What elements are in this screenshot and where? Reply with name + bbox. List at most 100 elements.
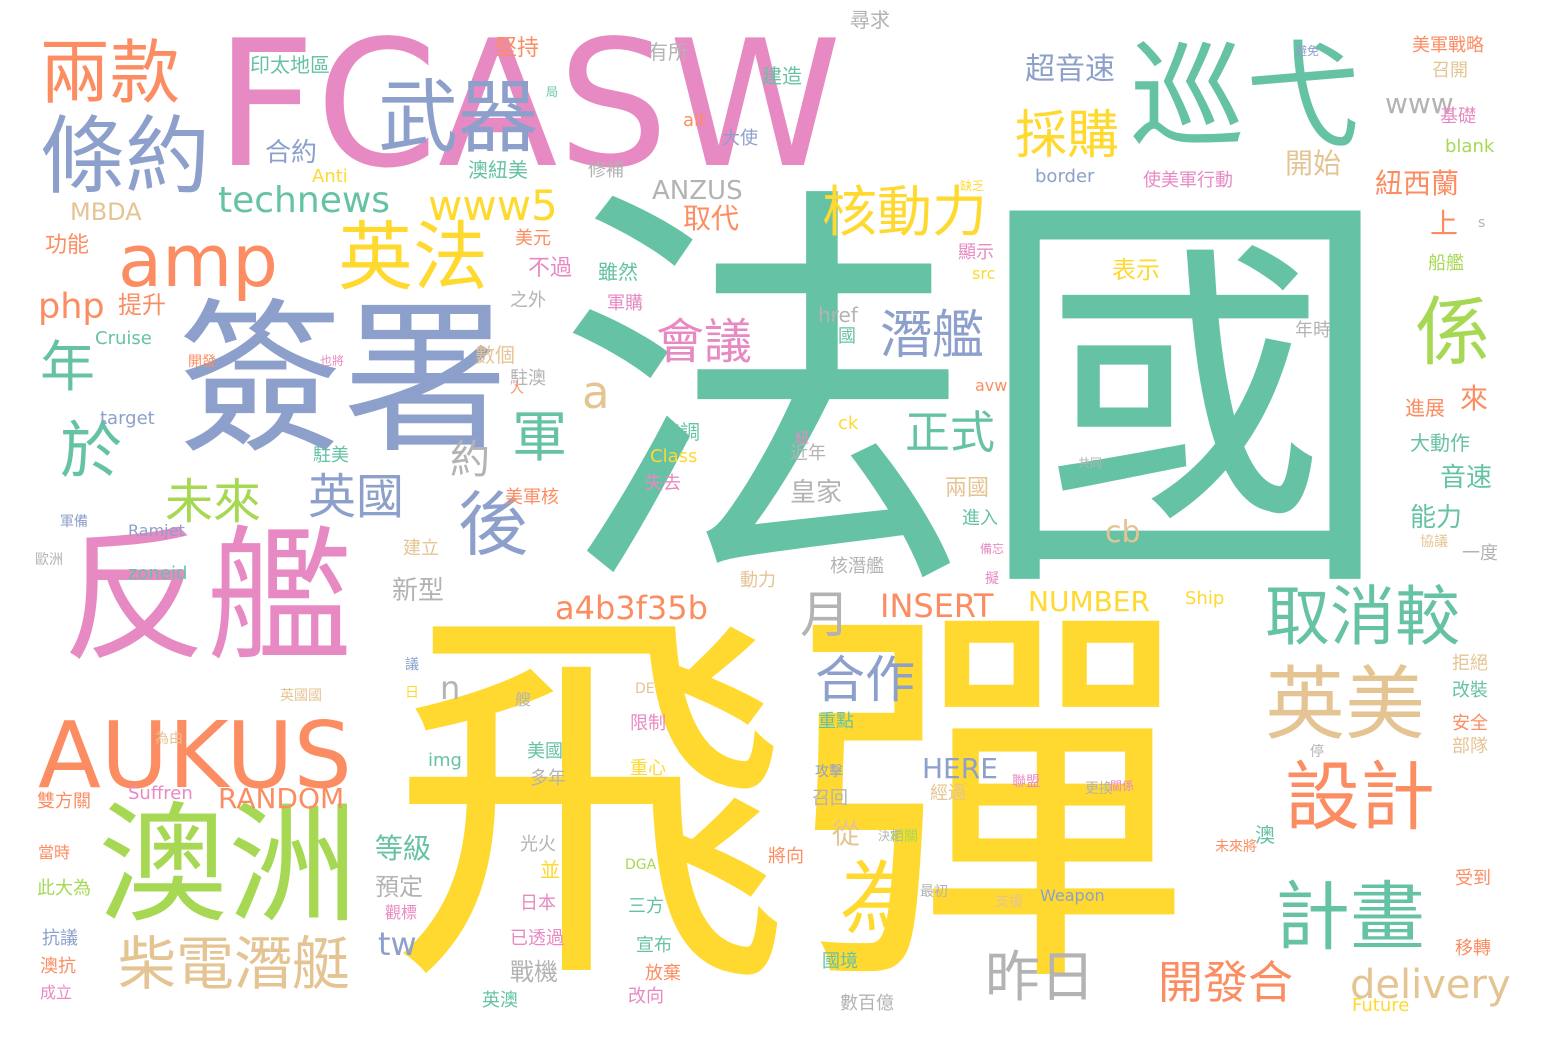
word-18: 柴電潛艇 bbox=[118, 930, 351, 998]
word-186: 避免 bbox=[1295, 44, 1320, 58]
word-97: href bbox=[818, 303, 858, 327]
word-104: 協調 bbox=[660, 420, 700, 444]
word-56: 表示 bbox=[1112, 256, 1160, 284]
word-107: 美軍核 bbox=[505, 487, 559, 508]
word-170: 聯盟 bbox=[1012, 774, 1040, 790]
word-5: 澳洲 bbox=[98, 789, 359, 941]
word-31: 合作 bbox=[815, 651, 915, 709]
word-57: 來 bbox=[1460, 382, 1489, 415]
word-115: 建立 bbox=[403, 538, 439, 559]
word-72: a bbox=[582, 366, 610, 419]
word-131: 雙方關 bbox=[37, 791, 91, 812]
word-133: 召回 bbox=[812, 788, 848, 809]
word-168: 軍備 bbox=[60, 514, 88, 530]
word-117: 核潛艦 bbox=[830, 556, 884, 577]
word-174: 未來將 bbox=[1215, 839, 1257, 855]
word-20: 年 bbox=[40, 335, 96, 399]
word-60: 大動作 bbox=[1410, 431, 1470, 455]
word-164: 人 bbox=[510, 381, 524, 397]
word-47: MBDA bbox=[70, 198, 142, 226]
word-36: a4b3f35b bbox=[555, 589, 708, 627]
word-137: 三方 bbox=[628, 896, 664, 917]
word-62: 兩國 bbox=[945, 476, 990, 501]
word-2: FCASW bbox=[215, 4, 842, 207]
word-165: 局 bbox=[546, 85, 559, 99]
word-124: 限制 bbox=[630, 713, 666, 734]
word-43: RANDOM bbox=[218, 782, 345, 815]
word-45: www bbox=[1385, 87, 1454, 120]
word-16: 係 bbox=[1415, 288, 1491, 376]
word-172: 支援 bbox=[995, 894, 1023, 910]
word-7: AUKUS bbox=[38, 702, 352, 809]
word-126: 多年 bbox=[530, 768, 566, 789]
word-187: 關係 bbox=[1110, 779, 1135, 793]
word-158: 停 bbox=[1310, 744, 1324, 760]
word-54: 紐西蘭 bbox=[1375, 167, 1460, 200]
word-95: 之外 bbox=[510, 290, 546, 311]
word-32: 昨日 bbox=[985, 945, 1096, 1009]
word-58: 音速 bbox=[1440, 463, 1493, 493]
word-159: 議 bbox=[405, 657, 419, 673]
word-160: 日 bbox=[405, 685, 419, 701]
word-26: 潛艦 bbox=[880, 306, 985, 366]
word-76: 尋求 bbox=[850, 8, 890, 32]
word-33: 開發合 bbox=[1158, 956, 1294, 1009]
word-121: 改裝 bbox=[1452, 680, 1488, 701]
word-105: Class bbox=[650, 446, 698, 467]
word-118: Ship bbox=[1185, 588, 1225, 609]
word-146: Weapon bbox=[1040, 886, 1105, 905]
word-142: 國境 bbox=[822, 951, 858, 972]
word-63: 皇家 bbox=[790, 478, 843, 508]
word-176: 紐 bbox=[795, 431, 809, 447]
word-113: Ramjet bbox=[128, 521, 185, 540]
word-140: 改向 bbox=[628, 986, 664, 1007]
word-162: s bbox=[1478, 215, 1486, 231]
word-42: NUMBER bbox=[1028, 585, 1150, 618]
word-92: 雖然 bbox=[598, 260, 638, 284]
word-59: 能力 bbox=[1410, 503, 1463, 533]
word-83: alt bbox=[683, 110, 707, 131]
word-87: Anti bbox=[312, 166, 348, 187]
word-65: 新型 bbox=[392, 576, 445, 606]
word-14: 設計 bbox=[1285, 753, 1436, 841]
word-88: border bbox=[1035, 166, 1095, 187]
word-101: Cruise bbox=[95, 328, 152, 349]
word-9: 兩款 bbox=[40, 32, 180, 114]
word-150: 此大為 bbox=[37, 878, 91, 899]
word-156: 並 bbox=[540, 858, 560, 882]
word-109: ck bbox=[838, 413, 859, 434]
word-68: 戰機 bbox=[510, 958, 558, 986]
word-154: 當時 bbox=[38, 843, 71, 862]
word-130: Suffren bbox=[128, 783, 193, 804]
word-111: 年時 bbox=[1295, 320, 1331, 341]
word-1: 飛彈 bbox=[390, 572, 1190, 1037]
word-30: 正式 bbox=[905, 406, 996, 459]
word-89: 使美軍行動 bbox=[1143, 170, 1233, 191]
word-149: 移轉 bbox=[1455, 938, 1491, 959]
word-82: blank bbox=[1445, 136, 1495, 157]
word-91: 不過 bbox=[528, 256, 573, 281]
word-69: tw bbox=[378, 925, 417, 963]
word-55: 上 bbox=[1430, 207, 1459, 240]
word-110: avw bbox=[975, 376, 1008, 395]
word-3: 簽署 bbox=[178, 284, 508, 476]
word-40: php bbox=[38, 287, 105, 327]
word-143: 數百億 bbox=[840, 993, 894, 1014]
word-100: 駐澳 bbox=[510, 368, 546, 389]
word-122: 安全 bbox=[1452, 713, 1488, 734]
word-96: 軍購 bbox=[607, 293, 643, 314]
word-17: 後 bbox=[458, 484, 528, 566]
word-138: 宣布 bbox=[636, 935, 672, 956]
word-79: 美軍戰略 bbox=[1412, 35, 1484, 56]
word-50: 提升 bbox=[118, 291, 166, 319]
word-108: 近年 bbox=[790, 443, 826, 464]
word-112: 船艦 bbox=[1428, 253, 1464, 274]
word-61: 進展 bbox=[1405, 396, 1445, 420]
word-139: 放棄 bbox=[645, 963, 681, 984]
word-93: 顯示 bbox=[958, 242, 994, 263]
word-48: 約 bbox=[450, 437, 490, 483]
word-44: HERE bbox=[922, 752, 998, 785]
word-53: 開始 bbox=[1285, 147, 1342, 180]
word-123: 部隊 bbox=[1452, 736, 1488, 757]
